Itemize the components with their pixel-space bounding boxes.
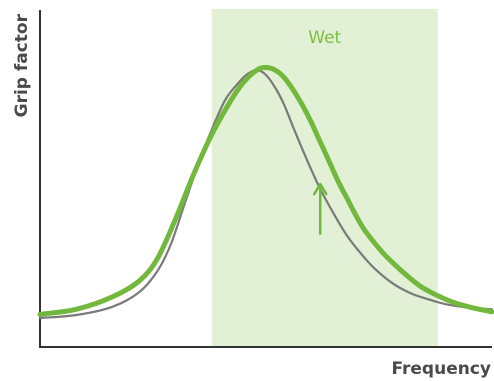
- series-line-thin: [38, 68, 494, 320]
- y-axis-title: Grip factor: [12, 13, 32, 117]
- series-group: [37, 65, 494, 320]
- wet-region-group: [211, 9, 438, 347]
- increase-arrow: [312, 182, 328, 235]
- annotation-group: [312, 182, 328, 235]
- axes-group: [39, 10, 492, 348]
- series-line-bold: [37, 65, 494, 317]
- wet-region-label: Wet: [308, 28, 341, 48]
- wet-region: [211, 9, 438, 347]
- arrow-head: [312, 182, 328, 196]
- x-axis-title: Frequency: [391, 359, 491, 379]
